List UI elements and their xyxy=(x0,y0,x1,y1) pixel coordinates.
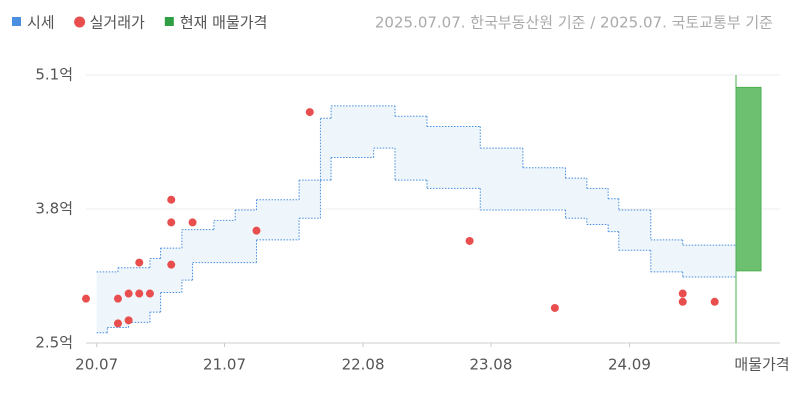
y-tick-label: 3.8억 xyxy=(35,200,73,218)
legend-marker xyxy=(74,16,86,28)
legend-label: 현재 매물가격 xyxy=(180,14,268,32)
transaction-dot xyxy=(188,218,197,227)
transaction-dot xyxy=(124,289,133,298)
transaction-dot xyxy=(113,294,122,303)
transaction-dot xyxy=(167,260,176,269)
transaction-dot xyxy=(82,294,90,303)
transaction-dot xyxy=(678,297,687,306)
legend-label: 실거래가 xyxy=(90,14,145,32)
transaction-dot xyxy=(167,195,176,204)
transaction-dot xyxy=(550,303,559,312)
x-tick-label: 23.08 xyxy=(469,356,512,374)
x-tick-label: 22.08 xyxy=(342,356,385,374)
transaction-dot xyxy=(305,108,314,117)
transaction-dot xyxy=(145,289,154,298)
transaction-dot xyxy=(678,289,687,298)
y-tick-label: 5.1억 xyxy=(35,66,73,84)
legend-marker xyxy=(12,17,21,26)
transaction-dot xyxy=(124,316,133,325)
transaction-dot xyxy=(113,319,122,328)
transaction-dot xyxy=(465,236,474,245)
transaction-dot xyxy=(135,258,144,267)
x-tick-label: 21.07 xyxy=(203,356,246,374)
band-fill xyxy=(96,105,736,333)
transaction-dot xyxy=(710,297,719,306)
offer-range xyxy=(735,86,762,272)
x-category-label: 매물가격 xyxy=(734,356,789,374)
source-note: 2025.07.07. 한국부동산원 기준 / 2025.07. 국토교통부 기… xyxy=(375,14,773,32)
transaction-dot xyxy=(167,218,176,227)
transaction-dot xyxy=(135,289,144,298)
legend-label: 시세 xyxy=(27,14,55,32)
x-tick-label: 20.07 xyxy=(75,356,118,374)
x-tick-label: 24.09 xyxy=(608,356,651,374)
transaction-dot xyxy=(252,226,261,235)
y-tick-label: 2.5억 xyxy=(35,334,73,352)
legend-marker xyxy=(164,17,174,26)
